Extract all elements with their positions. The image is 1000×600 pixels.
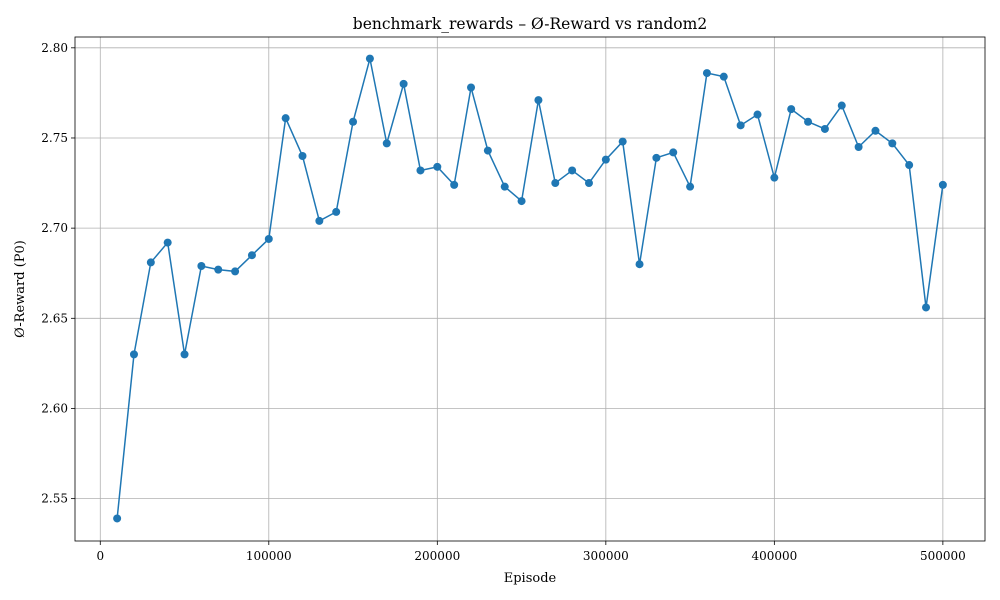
y-tick-label: 2.55 [41, 492, 68, 506]
data-point [483, 146, 492, 155]
data-point [770, 173, 779, 182]
y-axis-title: Ø-Reward (P0) [13, 240, 28, 338]
data-point [433, 162, 442, 171]
data-point [467, 83, 476, 92]
data-point [450, 180, 459, 189]
plot-frame [74, 36, 986, 542]
data-point [669, 148, 678, 157]
series-group [113, 54, 947, 523]
y-tick-label: 2.60 [41, 401, 68, 415]
y-tick-label: 2.75 [41, 131, 68, 145]
data-point [298, 152, 307, 161]
data-point [500, 182, 509, 191]
data-point [871, 126, 880, 135]
data-point [905, 161, 914, 170]
y-axis-ticks: 2.55 2.60 2.65 2.70 2.75 2.80 [41, 41, 75, 506]
data-point [214, 265, 223, 274]
data-point [635, 260, 644, 269]
data-point [686, 182, 695, 191]
chart-title: benchmark_rewards – Ø-Reward vs random2 [353, 15, 707, 33]
data-point [382, 139, 391, 148]
data-point [922, 303, 931, 312]
data-point [618, 137, 627, 146]
data-point [719, 72, 728, 81]
y-tick-label: 2.65 [41, 311, 68, 325]
data-point [568, 166, 577, 175]
data-point [517, 197, 526, 206]
data-point [315, 216, 324, 225]
data-point [416, 166, 425, 175]
y-tick-label: 2.80 [41, 41, 68, 55]
data-point [601, 155, 610, 164]
x-axis-ticks: 0 100000 200000 300000 400000 500000 [96, 541, 966, 563]
series-line [116, 58, 944, 519]
x-tick-label: 400000 [751, 549, 797, 563]
data-point [163, 238, 172, 247]
data-point [332, 207, 341, 216]
data-point [231, 267, 240, 276]
data-point [146, 258, 155, 267]
data-point [837, 101, 846, 110]
data-point [264, 234, 273, 243]
data-point [197, 262, 206, 271]
x-axis-title: Episode [504, 571, 557, 586]
x-tick-label: 200000 [414, 549, 460, 563]
data-point [247, 251, 256, 260]
data-point [753, 110, 762, 119]
data-point [652, 153, 661, 162]
data-point [702, 69, 711, 78]
data-point [888, 139, 897, 148]
x-tick-label: 100000 [246, 549, 292, 563]
data-point [584, 179, 593, 188]
data-point [129, 350, 138, 359]
data-point [938, 180, 947, 189]
y-tick-label: 2.70 [41, 221, 68, 235]
data-point [399, 79, 408, 88]
data-point [180, 350, 189, 359]
data-point [281, 114, 290, 123]
data-point [736, 121, 745, 130]
x-tick-label: 500000 [920, 549, 966, 563]
data-point [534, 96, 543, 105]
data-point [551, 179, 560, 188]
data-point [854, 142, 863, 151]
data-point [820, 124, 829, 133]
data-point [349, 117, 358, 126]
data-point [113, 514, 122, 523]
data-point [787, 105, 796, 114]
x-tick-label: 0 [96, 549, 104, 563]
x-tick-label: 300000 [583, 549, 629, 563]
data-point [365, 54, 374, 63]
data-point [804, 117, 813, 126]
grid [75, 37, 985, 541]
